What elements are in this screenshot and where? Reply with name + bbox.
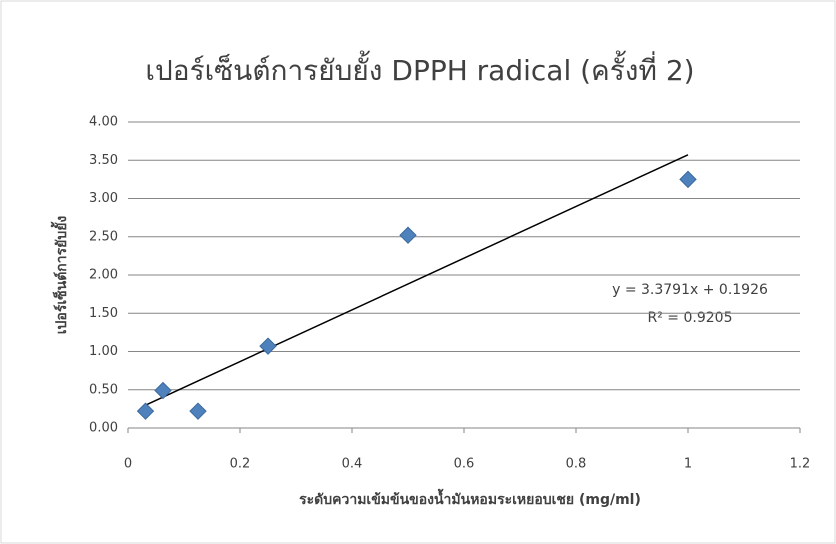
trendline [145,154,689,406]
point [679,170,697,189]
x-tick-label: 0.8 [566,457,587,472]
x-tick-label: 1 [684,457,692,472]
x-tick-label: 0.2 [230,457,251,472]
x-axis-label: ระดับความเข้มข้นของน้ำมันหอมระเหยอบเชย (… [299,488,641,508]
y-axis-label: เปอร์เซ็นต์การยับยั้ง [50,216,70,335]
y-tick-label: 1.00 [89,344,118,359]
y-tick-label: 3.50 [89,153,118,168]
y-tick-label: 2.50 [89,229,118,244]
x-tick-label: 0.4 [342,457,363,472]
chart-title: เปอร์เซ็นต์การยับยั้ง DPPH radical (ครั้… [145,50,694,87]
y-tick-label: 0.00 [89,421,118,436]
y-tick-label: 4.00 [89,115,118,130]
point [399,226,417,244]
x-tick-label: 1.2 [790,457,811,472]
point [154,381,172,400]
trend-r2: R² = 0.9205 [648,310,733,326]
y-tick-label: 0.50 [89,382,118,397]
point [259,337,277,355]
y-tick-label: 3.00 [89,191,118,206]
y-tick-label: 1.50 [89,306,118,321]
point [136,402,155,420]
trend-equation: y = 3.3791x + 0.1926 [612,282,768,298]
x-tick-label: 0.6 [454,457,475,472]
x-tick-label: 0 [124,457,132,472]
y-tick-label: 2.00 [89,268,118,283]
point [189,402,207,420]
